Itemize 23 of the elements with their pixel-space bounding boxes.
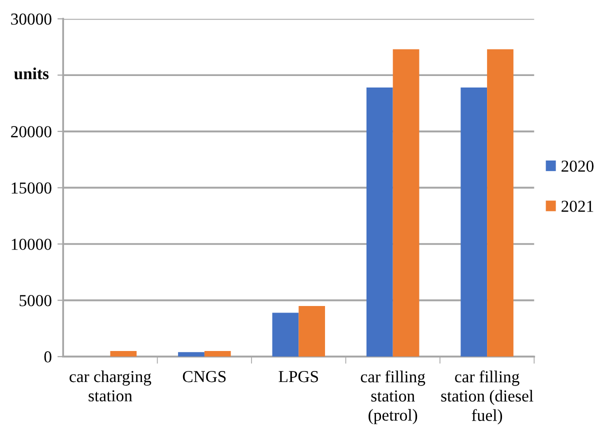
bar (178, 352, 204, 357)
x-tick-label: car filling station (petrol) (360, 370, 426, 424)
x-tick-label: car filling station (diesel fuel) (441, 370, 534, 424)
bar (298, 306, 326, 357)
y-tick-label: 10000 (12, 238, 52, 250)
bar (487, 49, 514, 357)
x-tick-label: LPGS (278, 371, 318, 382)
legend-label: 2021 (562, 200, 594, 212)
bar (460, 88, 488, 357)
y-tick-label: 15000 (12, 182, 52, 194)
bar (366, 88, 393, 357)
y-tick-label: 20000 (11, 126, 52, 138)
legend-label: 2020 (562, 160, 594, 172)
x-tick-label: CNGS (182, 371, 226, 382)
bar (204, 350, 231, 357)
y-tick-label: 0 (44, 351, 52, 363)
y-tick-label: 5000 (20, 295, 52, 306)
y-tick-label: 30000 (11, 14, 52, 25)
y-axis-title: units (14, 68, 49, 80)
x-tick-label: car charging station (70, 370, 152, 402)
bar (392, 49, 420, 357)
bar (272, 312, 299, 357)
bar (110, 350, 137, 357)
